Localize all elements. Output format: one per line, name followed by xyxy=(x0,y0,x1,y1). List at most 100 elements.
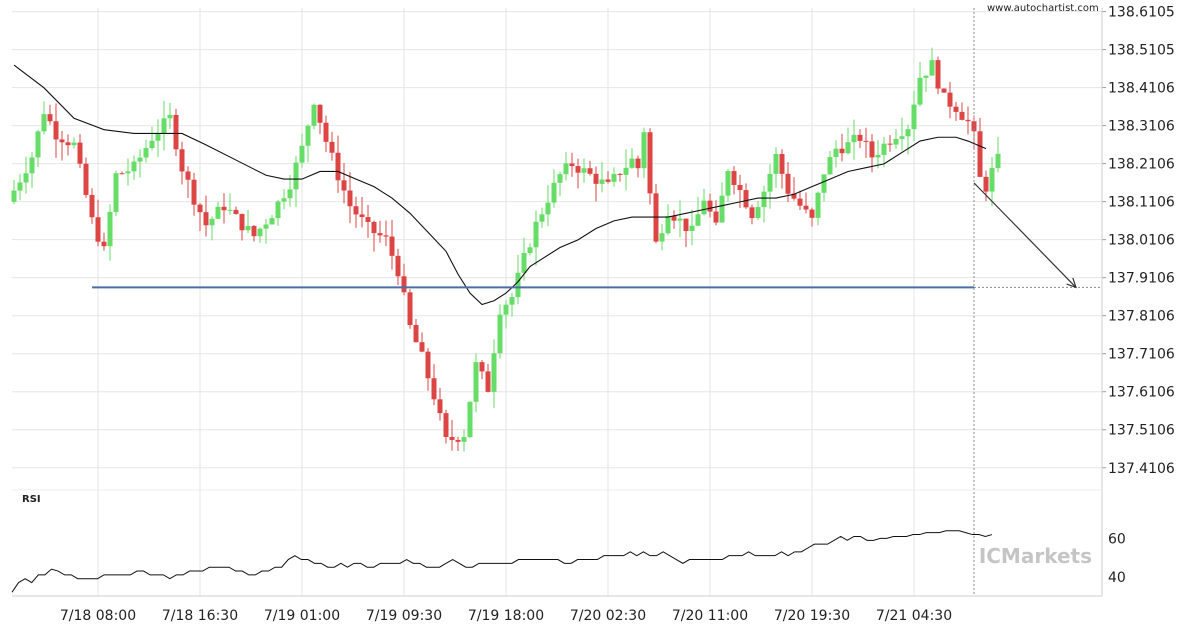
candle xyxy=(89,188,95,224)
candle-body xyxy=(581,168,587,173)
candle xyxy=(569,152,575,177)
candle xyxy=(833,140,839,168)
candle xyxy=(95,199,101,247)
candle-body xyxy=(83,163,89,195)
candle-body xyxy=(563,163,569,175)
candle xyxy=(107,204,113,261)
candle xyxy=(509,292,515,317)
candle xyxy=(35,129,41,167)
candle xyxy=(491,339,497,409)
candle xyxy=(809,207,815,227)
candle xyxy=(773,147,779,188)
price-tick-label: 137.9106 xyxy=(1108,271,1175,287)
candle-body xyxy=(131,161,137,172)
candle xyxy=(209,216,215,241)
candle xyxy=(857,129,863,149)
candle xyxy=(275,199,281,226)
candle xyxy=(17,174,23,201)
candle-body xyxy=(59,139,65,143)
candle xyxy=(287,175,293,207)
candle xyxy=(749,204,755,225)
brand-logo: ICMarkets xyxy=(979,544,1092,568)
candle xyxy=(755,200,761,220)
candle-body xyxy=(23,173,29,183)
overlay-layer xyxy=(13,8,1102,596)
candle xyxy=(41,101,47,135)
candle-body xyxy=(665,216,671,234)
candle xyxy=(413,318,419,343)
candle-body xyxy=(983,176,989,192)
candle xyxy=(821,174,827,202)
price-tick-label: 138.0106 xyxy=(1108,233,1175,249)
candle xyxy=(887,135,893,152)
candle xyxy=(575,158,581,189)
candle-body xyxy=(41,114,47,132)
candle-body xyxy=(551,182,557,203)
time-tick-label: 7/20 19:30 xyxy=(774,608,850,624)
candle-body xyxy=(491,353,497,392)
candle-body xyxy=(911,104,917,130)
forecast-arrow-line xyxy=(973,182,1077,288)
candle-body xyxy=(611,173,617,182)
candle-body xyxy=(707,200,713,212)
candle-body xyxy=(737,184,743,191)
candle-body xyxy=(317,104,323,123)
candle xyxy=(281,189,287,210)
candle xyxy=(143,139,149,163)
candle xyxy=(83,157,89,198)
candle-body xyxy=(947,92,953,107)
candle-body xyxy=(203,212,209,226)
candle-body xyxy=(455,439,461,442)
candle xyxy=(341,163,347,204)
candle xyxy=(11,179,17,205)
candle xyxy=(125,158,131,186)
candle-body xyxy=(113,173,119,212)
candle-body xyxy=(851,134,857,143)
candle xyxy=(401,263,407,296)
candle xyxy=(617,172,623,182)
candle-body xyxy=(485,371,491,392)
candle xyxy=(389,219,395,270)
candle xyxy=(563,151,569,181)
candle xyxy=(215,201,221,220)
candle-body xyxy=(77,142,83,164)
candle xyxy=(839,133,845,162)
candle-body xyxy=(791,193,797,199)
candle xyxy=(611,167,617,187)
candle-body xyxy=(293,162,299,190)
candle xyxy=(965,106,971,135)
candle xyxy=(449,419,455,451)
candle xyxy=(725,168,731,202)
candle-body xyxy=(593,173,599,184)
candle xyxy=(47,104,53,125)
candle-body xyxy=(257,228,263,237)
candle-body xyxy=(923,75,929,78)
rsi-panel xyxy=(11,530,993,593)
candle xyxy=(593,166,599,202)
candle xyxy=(959,102,965,121)
candle-body xyxy=(275,201,281,219)
candle xyxy=(377,220,383,243)
candle xyxy=(761,185,767,223)
candle xyxy=(743,183,749,209)
candle xyxy=(893,129,899,150)
time-tick-label: 7/20 11:00 xyxy=(672,608,748,624)
candle-body xyxy=(755,207,761,219)
candle xyxy=(881,137,887,167)
candle xyxy=(533,210,539,266)
candle-body xyxy=(359,214,365,218)
candle xyxy=(113,170,119,217)
candle xyxy=(173,108,179,157)
candle-body xyxy=(815,192,821,218)
candle xyxy=(437,387,443,421)
candle-body xyxy=(401,276,407,293)
price-tick-label: 138.6105 xyxy=(1108,5,1175,21)
price-tick-label: 137.8106 xyxy=(1108,309,1175,325)
price-tick-label: 138.3106 xyxy=(1108,119,1175,135)
candle xyxy=(221,193,227,224)
candle xyxy=(581,158,587,183)
candle-body xyxy=(677,218,683,221)
candle-body xyxy=(569,163,575,167)
candle-body xyxy=(587,168,593,174)
